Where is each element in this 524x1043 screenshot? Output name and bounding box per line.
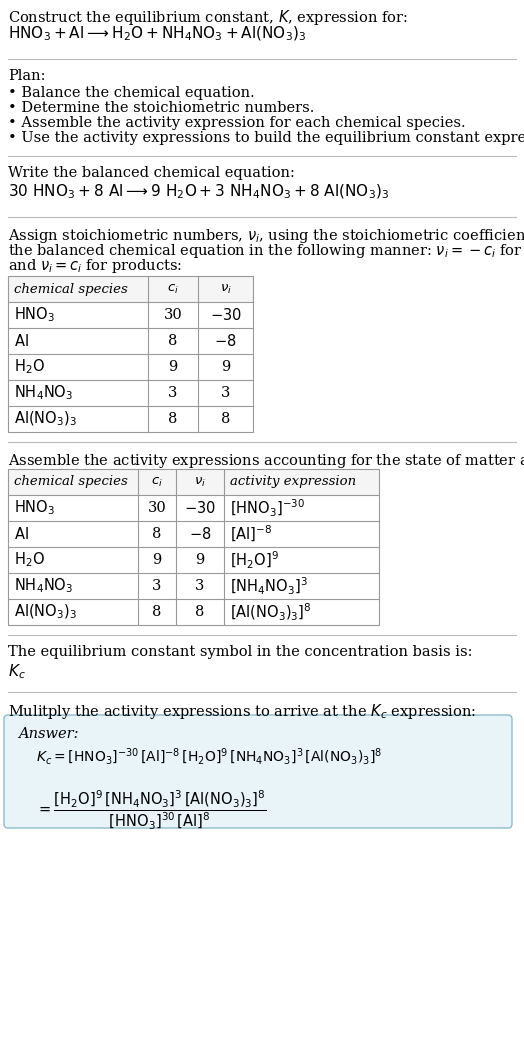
Text: 9: 9: [221, 360, 230, 374]
Text: $-8$: $-8$: [189, 526, 211, 542]
Text: $[\mathrm{Al(NO_3)_3}]^{8}$: $[\mathrm{Al(NO_3)_3}]^{8}$: [230, 602, 312, 623]
Text: $-30$: $-30$: [184, 500, 216, 516]
Text: chemical species: chemical species: [14, 283, 128, 295]
Text: $\mathrm{NH_4NO_3}$: $\mathrm{NH_4NO_3}$: [14, 384, 73, 403]
Text: $\mathrm{HNO_3}$: $\mathrm{HNO_3}$: [14, 306, 55, 324]
Text: activity expression: activity expression: [230, 476, 356, 488]
Text: $c_i$: $c_i$: [167, 283, 179, 295]
Text: Answer:: Answer:: [18, 727, 79, 741]
Text: $-8$: $-8$: [214, 333, 237, 349]
Text: Assign stoichiometric numbers, $\nu_i$, using the stoichiometric coefficients, $: Assign stoichiometric numbers, $\nu_i$, …: [8, 227, 524, 245]
Text: 30: 30: [148, 501, 167, 515]
Text: $K_c = [\mathrm{HNO_3}]^{-30}\, [\mathrm{Al}]^{-8}\, [\mathrm{H_2O}]^{9}\, [\mat: $K_c = [\mathrm{HNO_3}]^{-30}\, [\mathrm…: [36, 747, 383, 768]
Text: $c_i$: $c_i$: [151, 476, 163, 488]
Text: 3: 3: [152, 579, 162, 593]
FancyBboxPatch shape: [4, 715, 512, 828]
Text: $[\mathrm{Al}]^{-8}$: $[\mathrm{Al}]^{-8}$: [230, 524, 272, 544]
Text: Assemble the activity expressions accounting for the state of matter and $\nu_i$: Assemble the activity expressions accoun…: [8, 452, 524, 470]
Bar: [8, 469, 379, 625]
Text: • Assemble the activity expression for each chemical species.: • Assemble the activity expression for e…: [8, 116, 466, 130]
Text: 9: 9: [168, 360, 178, 374]
Text: 3: 3: [195, 579, 205, 593]
Text: $[\mathrm{HNO_3}]^{-30}$: $[\mathrm{HNO_3}]^{-30}$: [230, 498, 305, 518]
Text: 8: 8: [195, 605, 205, 618]
Text: $\mathrm{30\ HNO_3 + 8\ Al} \longrightarrow \mathrm{9\ H_2O + 3\ NH_4NO_3 + 8\ A: $\mathrm{30\ HNO_3 + 8\ Al} \longrightar…: [8, 183, 389, 201]
Text: • Use the activity expressions to build the equilibrium constant expression.: • Use the activity expressions to build …: [8, 131, 524, 145]
Text: $\mathrm{Al(NO_3)_3}$: $\mathrm{Al(NO_3)_3}$: [14, 603, 77, 622]
Text: $\nu_i$: $\nu_i$: [194, 476, 206, 488]
Text: the balanced chemical equation in the following manner: $\nu_i = -c_i$ for react: the balanced chemical equation in the fo…: [8, 242, 524, 260]
Text: $\mathrm{NH_4NO_3}$: $\mathrm{NH_4NO_3}$: [14, 577, 73, 596]
Text: $\nu_i$: $\nu_i$: [220, 283, 232, 295]
Bar: [8, 469, 379, 495]
Text: $K_c$: $K_c$: [8, 662, 26, 681]
Text: $\mathrm{Al(NO_3)_3}$: $\mathrm{Al(NO_3)_3}$: [14, 410, 77, 429]
Text: Write the balanced chemical equation:: Write the balanced chemical equation:: [8, 166, 295, 180]
Text: $[\mathrm{NH_4NO_3}]^{3}$: $[\mathrm{NH_4NO_3}]^{3}$: [230, 576, 308, 597]
Text: • Determine the stoichiometric numbers.: • Determine the stoichiometric numbers.: [8, 101, 314, 115]
Text: Plan:: Plan:: [8, 69, 46, 83]
Bar: [8, 276, 253, 302]
Text: $\mathrm{HNO_3}$: $\mathrm{HNO_3}$: [14, 499, 55, 517]
Text: • Balance the chemical equation.: • Balance the chemical equation.: [8, 86, 255, 100]
Text: 8: 8: [168, 334, 178, 348]
Text: $\mathrm{H_2O}$: $\mathrm{H_2O}$: [14, 551, 45, 569]
Text: 3: 3: [221, 386, 230, 401]
Text: The equilibrium constant symbol in the concentration basis is:: The equilibrium constant symbol in the c…: [8, 645, 473, 659]
Text: and $\nu_i = c_i$ for products:: and $\nu_i = c_i$ for products:: [8, 257, 182, 275]
Text: 8: 8: [221, 412, 230, 426]
Text: 30: 30: [163, 308, 182, 322]
Text: $\mathrm{Al}$: $\mathrm{Al}$: [14, 333, 29, 349]
Text: Construct the equilibrium constant, $K$, expression for:: Construct the equilibrium constant, $K$,…: [8, 8, 408, 27]
Text: 8: 8: [152, 605, 162, 618]
Text: Mulitply the activity expressions to arrive at the $K_c$ expression:: Mulitply the activity expressions to arr…: [8, 702, 476, 721]
Bar: [8, 276, 253, 432]
Text: $\mathrm{H_2O}$: $\mathrm{H_2O}$: [14, 358, 45, 377]
Text: 9: 9: [152, 553, 161, 567]
Text: chemical species: chemical species: [14, 476, 128, 488]
Text: $[\mathrm{H_2O}]^{9}$: $[\mathrm{H_2O}]^{9}$: [230, 550, 279, 571]
Text: 8: 8: [152, 527, 162, 541]
Text: $-30$: $-30$: [210, 307, 242, 323]
Text: 8: 8: [168, 412, 178, 426]
Text: $\mathrm{Al}$: $\mathrm{Al}$: [14, 526, 29, 542]
Text: $= \dfrac{[\mathrm{H_2O}]^{9}\, [\mathrm{NH_4NO_3}]^{3}\, [\mathrm{Al(NO_3)_3}]^: $= \dfrac{[\mathrm{H_2O}]^{9}\, [\mathrm…: [36, 789, 267, 832]
Text: $\mathrm{HNO_3 + Al} \longrightarrow \mathrm{H_2O + NH_4NO_3 + Al(NO_3)_3}$: $\mathrm{HNO_3 + Al} \longrightarrow \ma…: [8, 25, 306, 44]
Text: 9: 9: [195, 553, 205, 567]
Text: 3: 3: [168, 386, 178, 401]
